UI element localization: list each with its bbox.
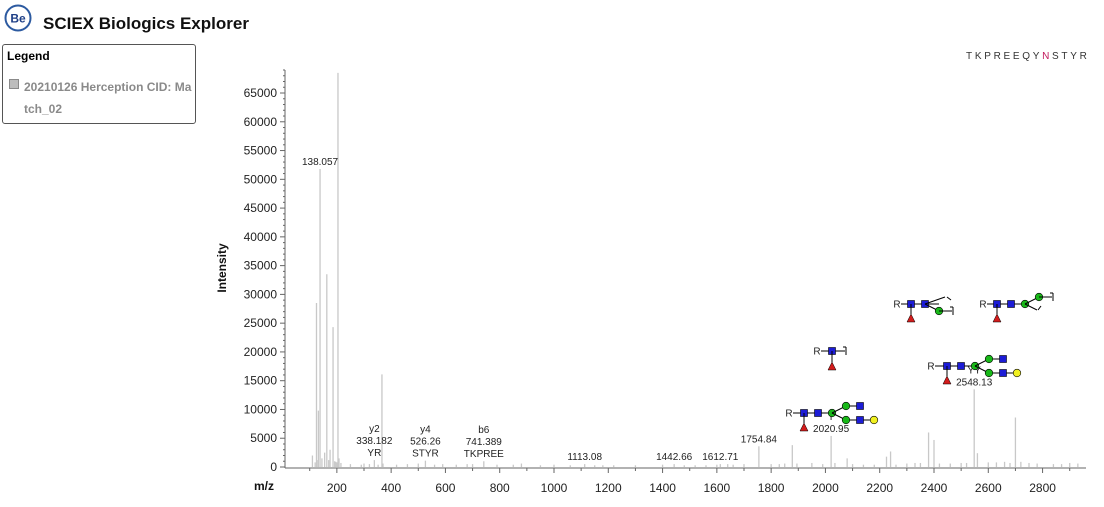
glycan-reducing-end-label: R — [979, 300, 986, 311]
glycan-reducing-end-label: R — [893, 300, 900, 311]
peak-label: TKPREE — [464, 449, 504, 460]
peak-label: 741.389 — [466, 437, 503, 448]
x-tick-label: 200 — [327, 481, 347, 495]
fucose-symbol — [942, 375, 952, 385]
peak-label: 1113.08 — [567, 452, 602, 463]
x-axis-title: m/z — [254, 479, 274, 493]
peptide-sequence: TKPREEQYNSTYR — [966, 51, 1090, 62]
y-tick-label: 40000 — [244, 230, 278, 244]
x-tick-label: 800 — [490, 481, 510, 495]
sequence-residue: Y — [1032, 51, 1043, 62]
galactose-symbol — [869, 415, 879, 425]
x-tick-label: 400 — [381, 481, 401, 495]
peak-label: YY — [968, 365, 982, 376]
legend-title: Legend — [7, 49, 50, 63]
peak-label: 1442.66 — [656, 452, 693, 463]
y-tick-label: 0 — [270, 460, 277, 474]
x-tick-label: 2000 — [812, 481, 839, 495]
x-tick-label: 2200 — [866, 481, 893, 495]
mannose-symbol — [984, 354, 994, 364]
fucose-symbol — [906, 313, 916, 323]
glcnac-symbol — [999, 355, 1007, 363]
x-tick-label: 1400 — [649, 481, 676, 495]
glycan-bond — [1037, 305, 1042, 311]
sequence-residue: T — [966, 51, 975, 62]
peak-label: 2548.13 — [956, 377, 993, 388]
x-tick-label: 1000 — [541, 481, 568, 495]
legend-panel: Legend 20210126 Herception CID: Match_02 — [2, 44, 196, 124]
peak-label: b6 — [478, 425, 490, 436]
app-header: Be SCIEX Biologics Explorer — [0, 0, 1104, 44]
logo-lettering: Be — [10, 12, 26, 26]
sequence-residue: K — [974, 51, 985, 62]
y-tick-label: 55000 — [244, 144, 278, 158]
glycan-bond — [1024, 303, 1038, 311]
glycan-bond — [946, 296, 952, 301]
y-axis-title: Intensity — [215, 243, 229, 293]
peak-label: 2020.95 — [813, 424, 850, 435]
x-tick-label: 2600 — [975, 481, 1002, 495]
app-logo-icon: Be — [4, 4, 32, 32]
x-tick-label: 1600 — [704, 481, 731, 495]
glcnac-symbol — [856, 416, 864, 424]
sequence-residue: N — [1042, 51, 1053, 62]
glcnac-symbol — [957, 362, 965, 370]
app-title: SCIEX Biologics Explorer — [43, 14, 249, 33]
glcnac-symbol — [814, 409, 822, 417]
x-tick-label: 600 — [435, 481, 455, 495]
mannose-symbol — [841, 415, 851, 425]
y-tick-label: 20000 — [244, 345, 278, 359]
peak-label: 526.26 — [410, 437, 441, 448]
peak-label: y2 — [369, 424, 380, 435]
sequence-residue: R — [1079, 51, 1090, 62]
peak-label: STYR — [412, 449, 439, 460]
sequence-residue: S — [1052, 51, 1062, 62]
glycan-bond — [924, 296, 946, 305]
y-tick-label: 30000 — [244, 287, 278, 301]
x-tick-label: 1200 — [595, 481, 622, 495]
sequence-residue: T — [1061, 51, 1071, 62]
legend-item-label[interactable]: 20210126 Herception CID: Match_02 — [24, 80, 192, 116]
glycan-reducing-end-label: R — [927, 362, 934, 373]
y-tick-label: 45000 — [244, 201, 278, 215]
y-tick-label: 5000 — [250, 431, 277, 445]
x-tick-label: 2400 — [921, 481, 948, 495]
glcnac-symbol — [999, 369, 1007, 377]
sequence-residue: R — [993, 51, 1004, 62]
fucose-symbol — [827, 361, 837, 371]
y-tick-label: 65000 — [244, 86, 278, 100]
peak-label: Y — [828, 412, 835, 423]
sequence-residue: Y — [1070, 51, 1080, 62]
mannose-symbol — [984, 368, 994, 378]
peak-label: YR — [367, 448, 381, 459]
sequence-residue: Q — [1022, 51, 1033, 62]
y-tick-label: 25000 — [244, 316, 278, 330]
mannose-symbol — [841, 401, 851, 411]
sequence-residue: E — [1003, 51, 1013, 62]
x-tick-label: 2800 — [1029, 481, 1056, 495]
glcnac-symbol — [856, 402, 864, 410]
fucose-symbol — [992, 313, 1002, 323]
glycan-reducing-end-label: R — [785, 409, 792, 420]
glycan-reducing-end-label: R — [813, 347, 820, 358]
y-tick-label: 50000 — [244, 172, 278, 186]
x-tick-label: 1800 — [758, 481, 785, 495]
peak-label: y4 — [420, 425, 431, 436]
y-tick-label: 10000 — [244, 402, 278, 416]
peak-label: 138.057 — [302, 157, 339, 168]
sequence-residue: P — [984, 51, 994, 62]
galactose-symbol — [1012, 368, 1022, 378]
y-tick-label: 35000 — [244, 259, 278, 273]
sequence-residue: E — [1012, 51, 1023, 62]
peak-label: 338.182 — [356, 436, 393, 447]
peak-label: 1754.84 — [741, 434, 778, 445]
y-tick-label: 15000 — [244, 374, 278, 388]
peak-label: 1612.71 — [702, 452, 739, 463]
glcnac-symbol — [1007, 300, 1015, 308]
fucose-symbol — [799, 422, 809, 432]
legend-swatch[interactable] — [9, 79, 19, 89]
y-tick-label: 60000 — [244, 115, 278, 129]
